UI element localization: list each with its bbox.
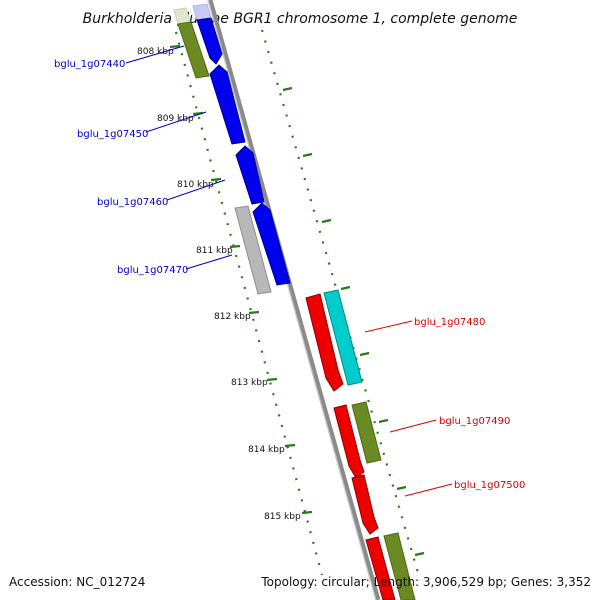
tick-813 bbox=[266, 377, 278, 382]
right-tick-2 bbox=[302, 152, 313, 158]
gene-red-3[interactable] bbox=[351, 474, 379, 535]
right-tick-3 bbox=[321, 218, 332, 224]
leader-bglu-1g07450 bbox=[145, 111, 207, 133]
kbp-label: 811 kbp bbox=[196, 246, 233, 256]
leader-bglu-1g07490 bbox=[389, 419, 437, 433]
kbp-label: 810 kbp bbox=[177, 180, 214, 190]
leader-bglu-1g07460 bbox=[166, 179, 226, 201]
tick-808 bbox=[169, 44, 181, 49]
gene-labels: bglu_1g07440 bglu_1g07450 bglu_1g07460 b… bbox=[54, 59, 525, 491]
tick-811 bbox=[229, 244, 241, 249]
gene-features bbox=[173, 3, 416, 600]
gene-blue-1[interactable] bbox=[196, 17, 223, 65]
kbp-label: 808 kbp bbox=[137, 47, 174, 57]
gene-red-4[interactable] bbox=[365, 536, 396, 600]
kbp-label: 809 kbp bbox=[157, 114, 194, 124]
gene-label-bglu-1g07460[interactable]: bglu_1g07460 bbox=[97, 197, 168, 208]
tick-812 bbox=[248, 310, 260, 315]
tick-815 bbox=[301, 510, 313, 515]
gene-gray-1[interactable] bbox=[234, 205, 272, 295]
tick-814 bbox=[284, 443, 296, 448]
right-tick-1 bbox=[282, 86, 293, 92]
gene-label-bglu-1g07450[interactable]: bglu_1g07450 bbox=[77, 129, 148, 140]
gene-olive-3[interactable] bbox=[383, 532, 416, 600]
gene-red-1[interactable] bbox=[305, 293, 344, 392]
gene-olive-2[interactable] bbox=[351, 401, 382, 464]
chromosome-backbone-highlight bbox=[207, 0, 377, 600]
kbp-label: 815 kbp bbox=[264, 512, 301, 522]
gene-label-bglu-1g07470[interactable]: bglu_1g07470 bbox=[117, 265, 188, 276]
gene-label-bglu-1g07490[interactable]: bglu_1g07490 bbox=[439, 416, 510, 427]
right-tick-8 bbox=[414, 551, 425, 557]
gene-blue-4[interactable] bbox=[252, 202, 291, 286]
right-tick-6 bbox=[378, 418, 389, 424]
tick-810 bbox=[210, 177, 222, 182]
kbp-labels: 808 kbp 809 kbp 810 kbp 811 kbp 812 kbp … bbox=[137, 47, 301, 522]
kbp-label: 812 kbp bbox=[214, 312, 251, 322]
gene-blue-2[interactable] bbox=[209, 64, 246, 145]
right-tick-5 bbox=[359, 351, 370, 357]
chromosome-backbone bbox=[207, 0, 381, 600]
gene-red-2[interactable] bbox=[333, 404, 365, 479]
kbp-label: 814 kbp bbox=[248, 445, 285, 455]
leader-bglu-1g07500 bbox=[404, 483, 453, 497]
right-tick-4 bbox=[340, 285, 351, 291]
leader-bglu-1g07440 bbox=[125, 45, 185, 64]
gene-label-bglu-1g07480[interactable]: bglu_1g07480 bbox=[414, 317, 485, 328]
map-title: Burkholderia glumae BGR1 chromosome 1, c… bbox=[83, 11, 518, 27]
kbp-major-ticks bbox=[169, 44, 425, 557]
gene-olive-1[interactable] bbox=[177, 21, 210, 79]
leader-bglu-1g07470 bbox=[185, 254, 233, 270]
genome-summary-text: Topology: circular; Length: 3,906,529 bp… bbox=[260, 575, 591, 589]
gene-blue-3[interactable] bbox=[235, 145, 265, 205]
gene-cyan-1[interactable] bbox=[323, 289, 363, 386]
kbp-label: 813 kbp bbox=[231, 378, 268, 388]
gene-label-bglu-1g07440[interactable]: bglu_1g07440 bbox=[54, 59, 125, 70]
accession-text: Accession: NC_012724 bbox=[9, 575, 145, 589]
gene-label-leaders bbox=[125, 45, 453, 497]
gene-label-bglu-1g07500[interactable]: bglu_1g07500 bbox=[454, 480, 525, 491]
leader-bglu-1g07480 bbox=[364, 320, 413, 333]
right-tick-7 bbox=[396, 485, 407, 491]
